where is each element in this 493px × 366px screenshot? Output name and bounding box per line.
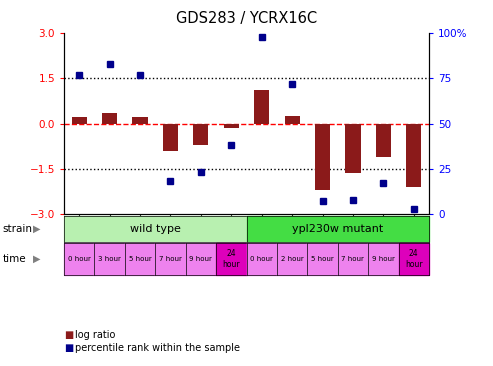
Text: ■: ■ [64, 343, 73, 353]
Bar [133, 117, 148, 124]
Text: GDS283 / YCRX16C: GDS283 / YCRX16C [176, 11, 317, 26]
Bar [284, 116, 300, 124]
Bar [102, 113, 117, 124]
Text: 5 hour: 5 hour [311, 256, 334, 262]
Bar [224, 124, 239, 128]
Bar [163, 124, 178, 151]
Text: 9 hour: 9 hour [189, 256, 212, 262]
Text: percentile rank within the sample: percentile rank within the sample [75, 343, 240, 353]
Text: 0 hour: 0 hour [68, 256, 91, 262]
Text: 7 hour: 7 hour [159, 256, 182, 262]
Text: log ratio: log ratio [75, 330, 115, 340]
Bar [193, 124, 209, 145]
Text: 3 hour: 3 hour [98, 256, 121, 262]
Text: time: time [2, 254, 26, 264]
Text: wild type: wild type [130, 224, 181, 234]
Text: ▶: ▶ [33, 254, 41, 264]
Bar [254, 90, 269, 124]
Text: 2 hour: 2 hour [281, 256, 304, 262]
Bar [71, 117, 87, 124]
Text: 9 hour: 9 hour [372, 256, 395, 262]
Bar [315, 124, 330, 190]
Text: strain: strain [2, 224, 33, 234]
Text: 0 hour: 0 hour [250, 256, 273, 262]
Text: ■: ■ [64, 330, 73, 340]
Text: ▶: ▶ [33, 224, 41, 234]
Text: ypl230w mutant: ypl230w mutant [292, 224, 384, 234]
Text: 24
hour: 24 hour [222, 249, 240, 269]
Bar [406, 124, 422, 187]
Text: 24
hour: 24 hour [405, 249, 423, 269]
Text: 7 hour: 7 hour [342, 256, 364, 262]
Bar [345, 124, 360, 173]
Text: 5 hour: 5 hour [129, 256, 151, 262]
Bar [376, 124, 391, 157]
